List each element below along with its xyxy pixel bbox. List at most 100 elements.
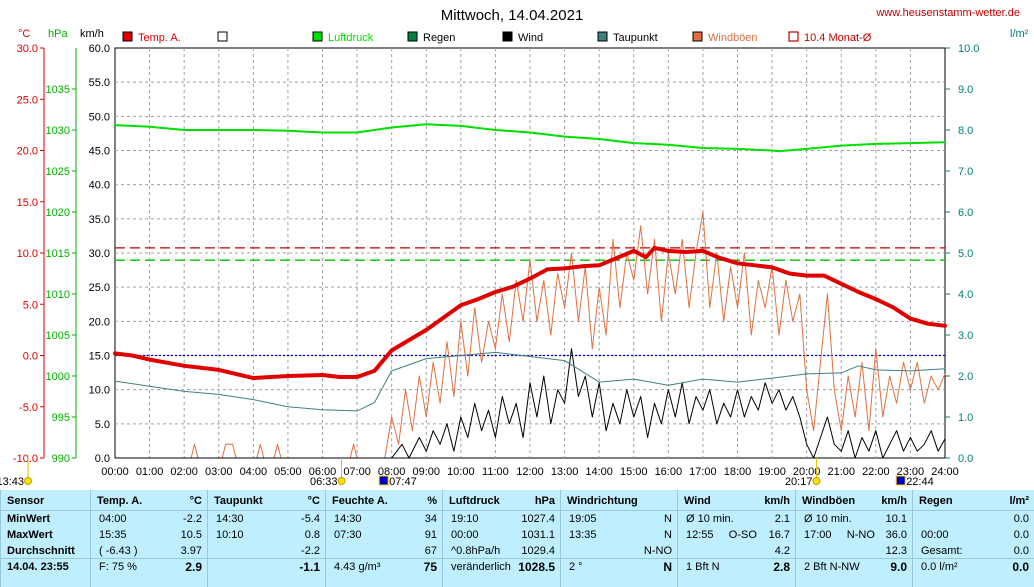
cell-time: 12:55 O-SO [686,529,757,541]
legend-label: Wind [518,32,543,44]
cell-time: Ø 10 min. [686,513,734,525]
table-column-temp: Temp. A. °C 04:00 -2.2 15:35 10.5 ( -6.43 ) 3.9… [90,490,208,587]
marker-label: 20:17 [785,476,813,488]
wind-tick-label: 15.0 [89,351,110,363]
table-row: 13:35 N [561,528,678,543]
table-column-gusts: Windböen km/h Ø 10 min. 10.1 17:00 N-NO 36.0 1… [795,490,913,587]
legend-item: Regen [407,31,455,44]
summary-table: Sensor MinWert MaxWert Durchschnitt 14.04. 2… [0,490,1034,587]
cell-current-value: N [663,560,672,574]
temp-tick-label: 20.0 [17,146,38,158]
legend-swatch [597,31,608,42]
legend-label: Temp. A. [138,32,181,44]
table-row: ^0.8hPa/h 1029.4 [443,544,561,559]
cell-value: -2.2 [183,513,202,525]
column-unit: °C [307,495,320,507]
wind-unit-label: km/h [80,28,104,40]
legend-swatch [788,31,799,42]
cell-time: 00:00 [451,529,479,541]
x-tick-label: 04:00 [240,466,268,478]
chart-title: Mittwoch, 14.04.2021 [441,7,584,24]
legend: Temp. A. Luftdruck Regen Wind Taupunkt Windbö… [122,31,872,44]
sun-icon [24,477,32,485]
cell-value: -2.2 [301,545,320,557]
column-header: Luftdruck [449,495,500,507]
cell-time: 15:35 [99,529,127,541]
series-line [113,245,947,381]
cell-time: 19:05 [569,513,597,525]
cell-time: 07:30 [334,529,362,541]
table-footer-row: 0.0 l/m² 0.0 [913,560,1034,575]
legend-item: Windböen [692,31,758,44]
column-header: Temp. A. [97,495,143,507]
legend-label: 10.4 Monat-Ø [804,32,872,44]
cell-current-label: 0.0 l/m² [921,561,958,573]
legend-item: Temp. A. [122,31,181,44]
current-datetime: 14.04. 23:55 [7,561,69,573]
column-header: Feuchte A. [332,495,388,507]
legend-label: Taupunkt [613,32,658,44]
temp-tick-label: -10.0 [13,453,38,465]
cell-current-label: 2 Bft N-NW [804,561,860,573]
table-header-row: Windrichtung [561,494,678,509]
table-row: 0.0 [913,512,1034,527]
table-column-rain: Regen l/m² 0.0 00:00 0.0 Gesamt: 0.0 0.0 l/m² 0.… [912,490,1034,587]
table-row: 4.2 [678,544,796,559]
cell-current-value: 2.8 [773,560,790,574]
table-row: 19:05 N [561,512,678,527]
cell-value: 0.0 [1013,529,1029,541]
cell-value: 34 [424,513,437,525]
legend-item [217,31,228,42]
x-tick-label: 12:00 [516,466,544,478]
cell-current-value: -1.1 [299,560,320,574]
legend-item: 10.4 Monat-Ø [788,31,872,44]
table-row: 14:30 -5.4 [208,512,326,527]
sun-marker: 06:33 [310,458,346,488]
website-label[interactable]: www.heusenstamm-wetter.de [875,7,1020,19]
wind-tick-label: 10.0 [89,385,110,397]
rain-tick-label: 3.0 [958,330,973,342]
sun-marker: 20:17 [785,458,821,488]
cell-time: 13:35 [569,529,597,541]
cell-value: 1029.4 [521,545,555,557]
temp-tick-label: 15.0 [17,197,38,209]
wind-tick-label: 25.0 [89,282,110,294]
series-layer [113,123,947,459]
cell-value: 91 [424,529,437,541]
rain-tick-label: 2.0 [958,371,973,383]
table-row: 00:00 0.0 [913,528,1034,543]
table-footer-row: F: 75 % 2.9 [91,560,208,575]
column-unit: hPa [534,495,555,507]
cell-current-label: 4.43 g/m³ [334,561,381,573]
x-tick-label: 19:00 [758,466,786,478]
table-column-sensor: Sensor MinWert MaxWert Durchschnitt 14.04. 2… [0,490,91,587]
x-tick-label: 10:00 [447,466,475,478]
wind-tick-label: 35.0 [89,214,110,226]
wind-tick-label: 55.0 [89,77,110,89]
marker-label: 07:47 [389,476,417,488]
table-row: MaxWert [1,528,91,543]
axes: 30.0 25.0 20.0 15.0 10.0 5.0 0.0 -5.0 -10.0 1035 1… [13,43,980,478]
sun-icon [812,477,821,485]
column-header: Taupunkt [214,495,263,507]
rain-tick-label: 7.0 [958,166,973,178]
cell-value: -5.4 [301,513,320,525]
rain-tick-label: 9.0 [958,84,973,96]
rain-unit-label: l/m² [1010,28,1029,40]
cell-time: 14:30 [334,513,362,525]
temp-unit-label: °C [18,28,30,40]
x-tick-label: 17:00 [689,466,717,478]
rain-tick-label: 1.0 [958,412,973,424]
cell-time: ( -6.43 ) [99,545,138,557]
cell-value: 0.8 [304,529,320,541]
table-row: 15:35 10.5 [91,528,208,543]
table-header-row: Wind km/h [678,494,796,509]
table-footer-row: 1 Bft N 2.8 [678,560,796,575]
table-column-dew: Taupunkt °C 14:30 -5.4 10:10 0.8 -2.2 -1.1 [207,490,326,587]
table-row: Gesamt: 0.0 [913,544,1034,559]
column-unit: % [427,495,437,507]
cell-current-value: 1028.5 [518,560,555,574]
legend-item: Luftdruck [312,31,374,44]
pressure-tick-label: 995 [52,412,70,424]
wind-tick-label: 20.0 [89,316,110,328]
